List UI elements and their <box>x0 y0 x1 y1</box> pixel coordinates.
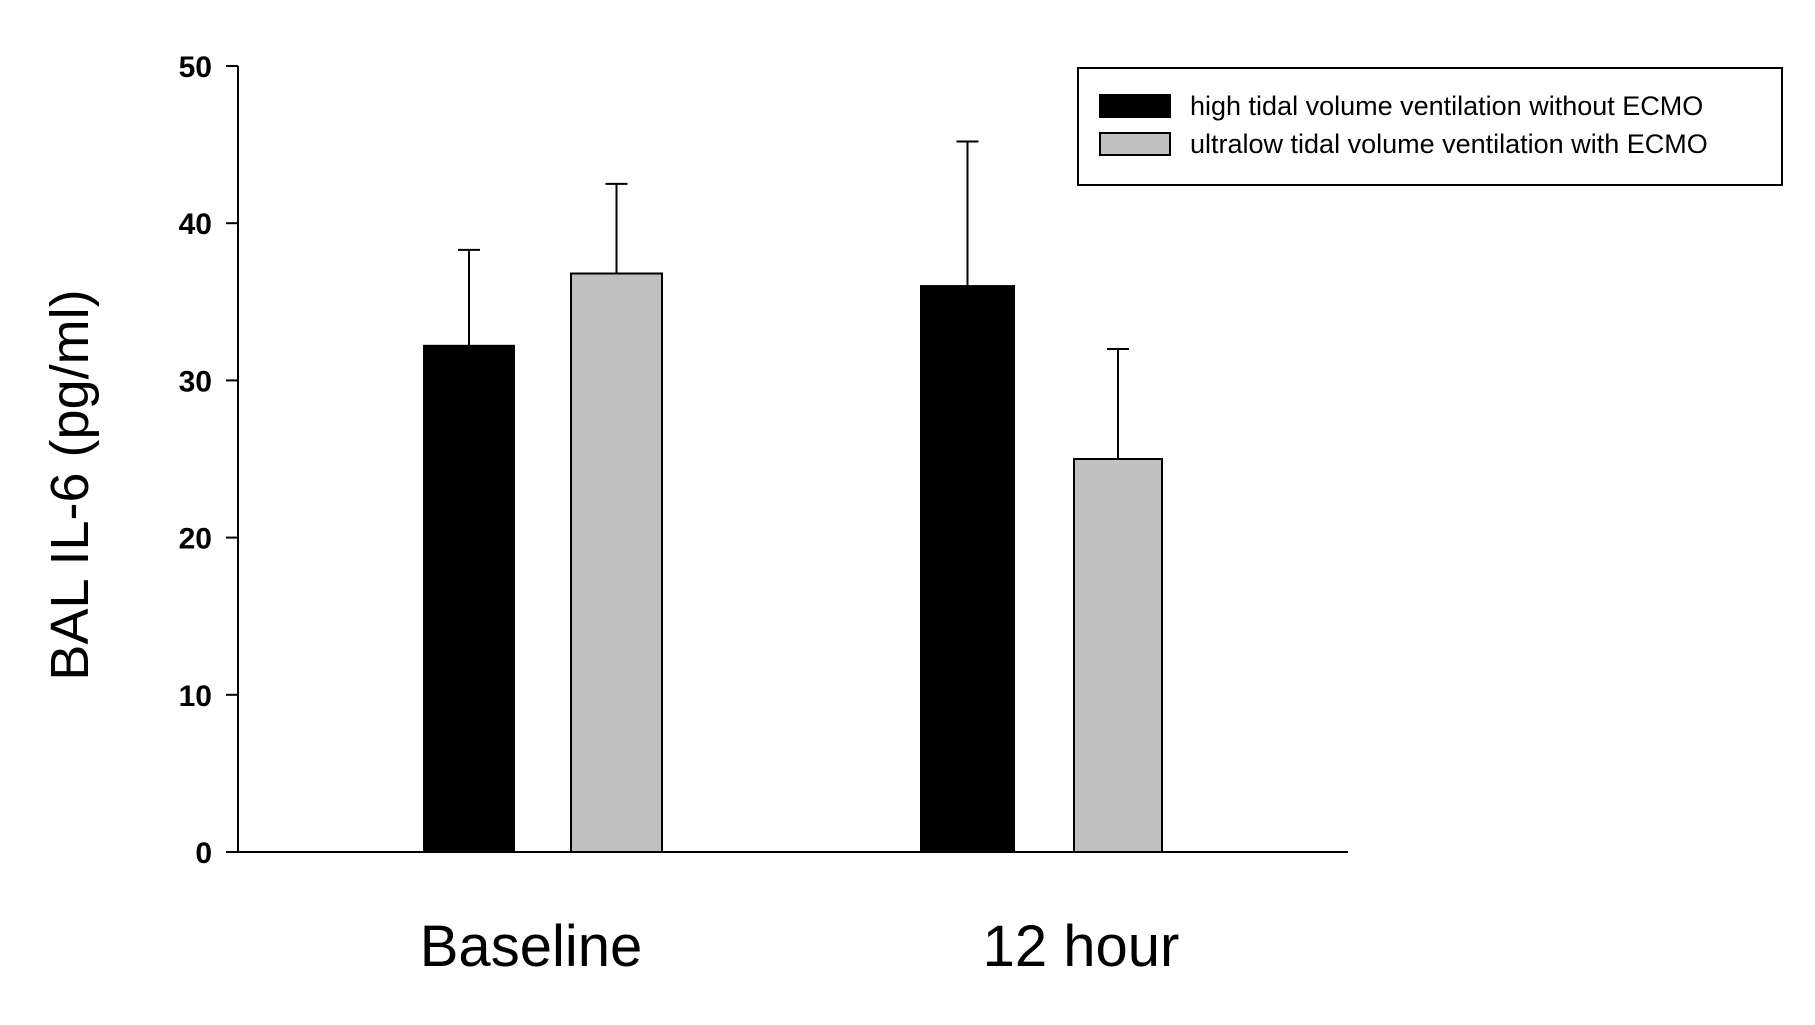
y-tick-label-50: 50 <box>179 51 212 84</box>
bar-ultralow-tidal-0 <box>570 272 663 853</box>
x-category-label-0: Baseline <box>420 914 642 979</box>
bars <box>423 272 1163 853</box>
error-bars <box>458 140 1129 459</box>
x-category-label-1: 12 hour <box>983 914 1180 979</box>
y-tick-label-0: 0 <box>195 837 212 870</box>
y-tick-label-10: 10 <box>179 680 212 713</box>
legend: high tidal volume ventilation without EC… <box>1077 67 1783 186</box>
labels: BAL IL-6 (pg/ml) Baseline 12 hour <box>40 289 1179 979</box>
legend-label-0: high tidal volume ventilation without EC… <box>1190 91 1703 121</box>
y-axis-title: BAL IL-6 (pg/ml) <box>40 289 100 680</box>
bar-high-tidal-1 <box>920 285 1015 853</box>
legend-box <box>1077 67 1783 186</box>
y-tick-label-30: 30 <box>179 365 212 398</box>
legend-label-1: ultralow tidal volume ventilation with E… <box>1190 129 1708 159</box>
bar-ultralow-tidal-1 <box>1073 458 1163 853</box>
legend-swatch-1 <box>1099 132 1171 156</box>
bar-high-tidal-0 <box>423 344 515 853</box>
y-tick-label-20: 20 <box>179 523 212 556</box>
legend-swatch-0 <box>1099 94 1171 118</box>
y-tick-label-40: 40 <box>179 208 212 241</box>
